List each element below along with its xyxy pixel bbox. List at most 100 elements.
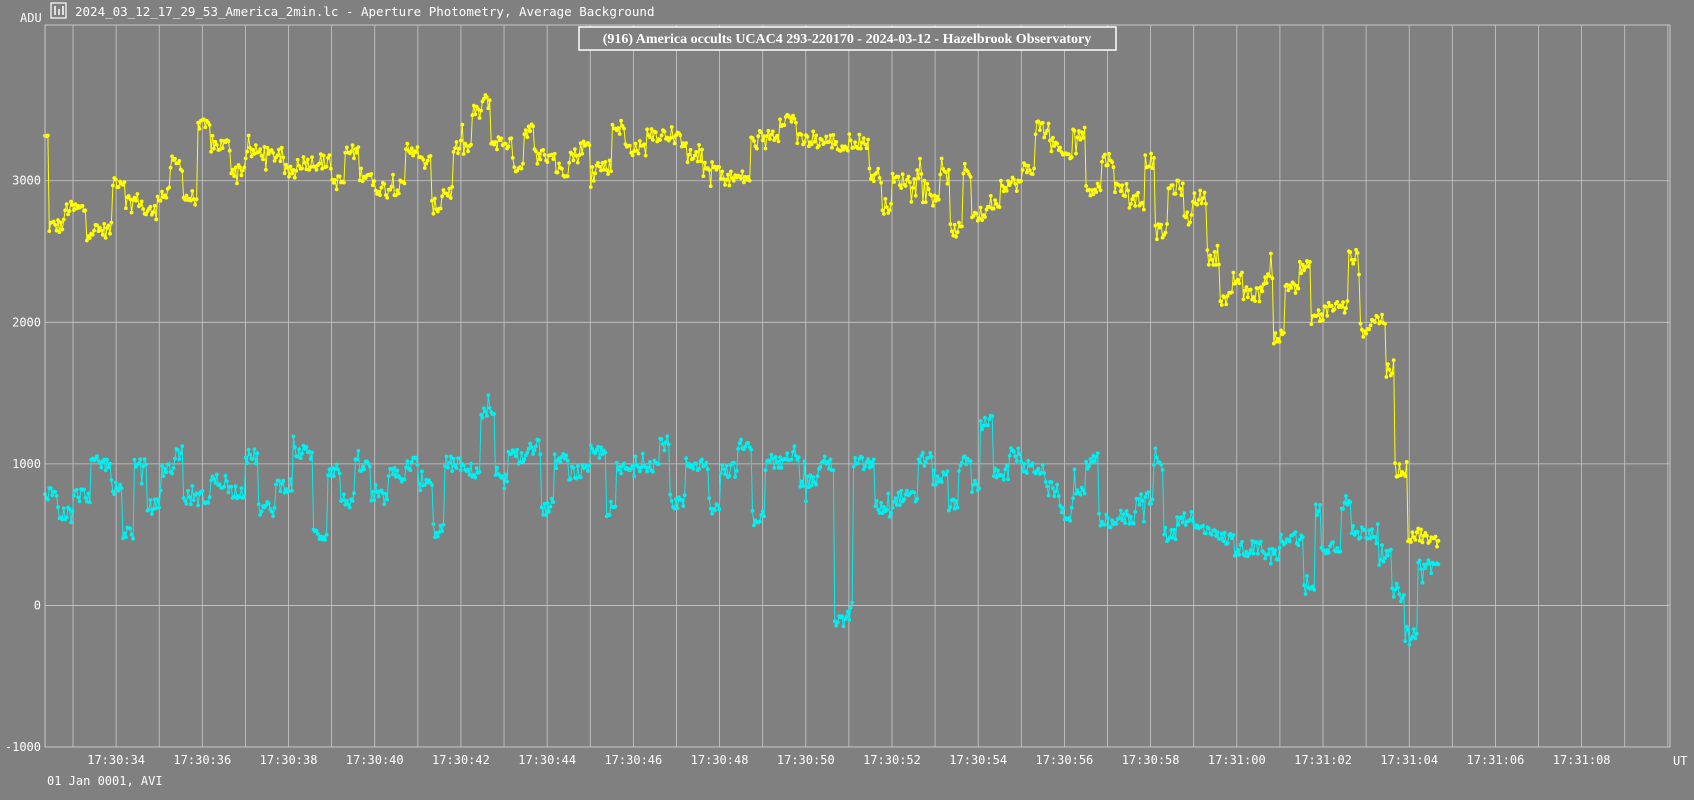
target-point [324,164,329,169]
comparison-point [821,459,826,463]
target-point [974,211,979,216]
target-point [695,159,700,164]
target-point [944,170,948,175]
target-point [303,160,307,165]
target-point [910,186,915,190]
comparison-point [128,526,133,531]
target-point [1196,198,1201,202]
target-point [287,174,291,179]
target-point [560,166,564,171]
target-point [765,134,769,139]
target-point [610,122,615,127]
target-point [486,106,491,111]
comparison-point [792,444,797,449]
comparison-point [61,506,66,511]
comparison-point [148,498,153,502]
comparison-point [796,455,801,460]
target-point [1153,223,1158,228]
comparison-point [1328,544,1332,548]
target-point [528,129,533,134]
comparison-point [115,486,120,490]
comparison-point [502,486,507,491]
comparison-point [1040,462,1045,467]
target-point [545,160,550,165]
comparison-point [316,532,320,536]
comparison-point [869,460,873,465]
target-point [671,135,675,140]
target-point [193,202,198,207]
target-point [1195,202,1200,207]
comparison-point [801,484,805,488]
comparison-point [277,478,281,483]
target-point [606,172,610,176]
target-point [1094,190,1099,195]
target-point [1269,251,1273,256]
comparison-point [848,605,853,610]
target-point [1205,248,1210,253]
target-point [217,147,222,152]
comparison-point [446,465,450,470]
comparison-point [1231,533,1236,537]
comparison-point [402,477,407,482]
target-point [1240,270,1244,275]
target-point [330,177,335,182]
comparison-point [291,434,296,439]
comparison-point [1172,527,1177,532]
comparison-point [1072,467,1077,472]
x-tick-label: 17:30:46 [604,753,662,767]
comparison-point [279,481,284,486]
comparison-series [43,393,1441,647]
comparison-point [212,477,216,481]
target-point [453,146,457,151]
target-point [253,143,258,148]
comparison-point [509,452,514,456]
comparison-point [882,505,886,509]
comparison-point [707,496,712,500]
comparison-point [408,468,413,473]
target-point [327,153,332,158]
target-point [138,203,143,207]
target-point [830,145,834,150]
target-point [759,130,764,135]
target-point [394,193,398,198]
comparison-point [474,466,479,470]
comparison-point [272,505,277,510]
comparison-point [750,509,755,513]
target-point [1208,253,1213,258]
target-point [627,143,632,148]
target-point [1399,473,1403,478]
target-point [698,159,703,164]
comparison-point [495,465,499,470]
target-point [988,194,993,198]
comparison-point [633,454,638,459]
target-point [389,184,394,189]
tick-labels: -1000 0 1000 2000 3000 17:30:34 17:30:36 17:30:… [5,174,1611,767]
target-point [1140,200,1145,205]
comparison-point [477,470,482,474]
target-point [382,182,387,186]
target-point [1077,129,1081,133]
comparison-point [1120,518,1125,523]
comparison-point [850,600,855,605]
target-point [1110,160,1114,165]
comparison-point [1152,463,1156,467]
comparison-point [1293,530,1298,534]
target-point [415,145,420,150]
target-point [1316,308,1321,313]
comparison-point [76,495,81,500]
target-point [1173,191,1178,196]
target-point [1422,533,1426,538]
target-point [571,158,576,163]
comparison-point [616,467,621,472]
comparison-point [921,450,925,455]
target-point [313,164,317,169]
target-point [1258,285,1263,290]
comparison-point [1201,523,1205,528]
target-point [421,157,426,162]
target-point [72,208,76,212]
comparison-point [112,492,117,497]
target-point [261,157,265,162]
comparison-point [505,479,509,484]
target-point [1129,202,1133,206]
comparison-point [519,451,524,455]
